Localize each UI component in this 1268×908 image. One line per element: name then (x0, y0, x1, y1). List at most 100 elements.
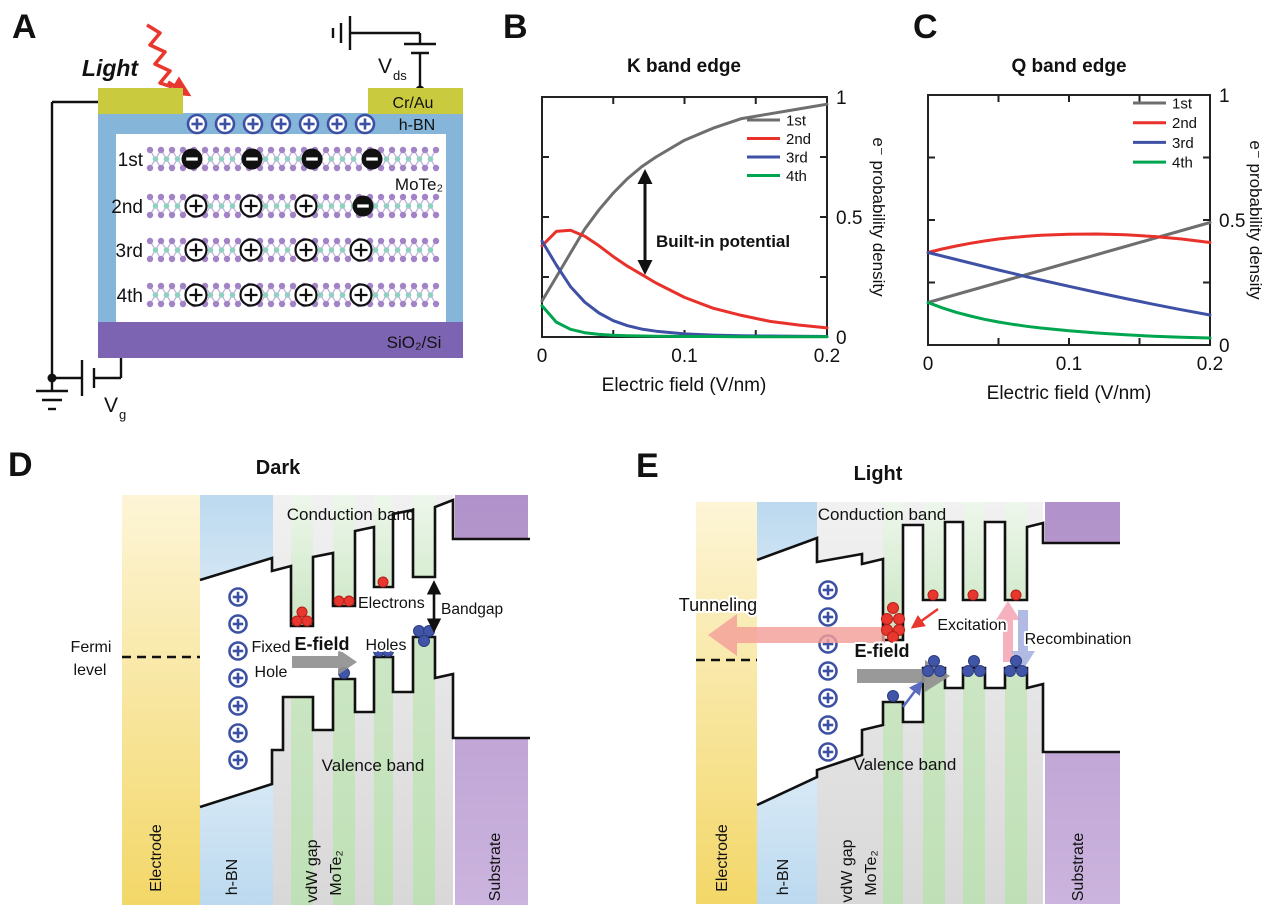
substrate-axis-label: Substrate (1070, 833, 1087, 902)
excitation-label: Excitation (937, 617, 1006, 634)
electrode-band (122, 495, 200, 905)
panel-letter-d: D (8, 446, 33, 484)
vg-sub: g (119, 407, 126, 422)
layer-label-2: 2nd (111, 197, 143, 218)
mote2-axis-label: MoTe₂ (863, 850, 880, 895)
x-tick-label: 0.1 (1056, 354, 1082, 375)
photon-arrow-icon (146, 23, 192, 97)
conduction-band-line (756, 520, 1120, 642)
mote2-label: MoTe₂ (395, 175, 443, 194)
light-label: Light (82, 55, 140, 81)
y-tick-label: 0 (1219, 336, 1230, 357)
legend-label: 3rd (786, 150, 808, 167)
tunneling-arrow-icon (708, 614, 885, 656)
y-tick-label: 1 (836, 88, 847, 109)
light-title: Light (854, 463, 903, 485)
electrode-left (98, 88, 183, 114)
vdw-axis-label: vdW gap (304, 839, 321, 902)
panel-letter-c: C (913, 8, 938, 46)
x-tick-label: 0.1 (671, 346, 697, 367)
x-tick-label: 0 (537, 346, 548, 367)
vdw-axis-label: vdW gap (839, 839, 856, 902)
legend-label: 1st (786, 113, 807, 130)
fixed-hole-column (228, 587, 248, 770)
sio2-layer (98, 322, 463, 358)
legend-label: 4th (1172, 155, 1193, 172)
chart-c-ylabel: e⁻ probability density (1246, 140, 1265, 300)
hbn-label: h-BN (399, 117, 435, 134)
y-tick-label: 0.5 (836, 208, 862, 229)
panel-letter-b: B (503, 8, 528, 46)
mote2-stripe (963, 502, 985, 904)
bandgap-label: Bandgap (441, 601, 503, 618)
legend-label: 3rd (1172, 135, 1194, 152)
electrons-label: Electrons (358, 595, 425, 612)
chart-c-xlabel: Electric field (V/nm) (987, 383, 1152, 404)
panel-e-diagram: E Light Tunneling Conduction band Valenc… (636, 447, 1133, 904)
panel-c-chart: C Q band edge Electric field (V/nm) e⁻ p… (913, 8, 1265, 404)
efield-label: E-field (294, 634, 349, 654)
panel-d-diagram: D Dark Conduction band Valence band Ferm… (8, 446, 530, 905)
dark-title: Dark (256, 457, 301, 479)
electrode-right (368, 88, 463, 114)
vg-label: V (104, 394, 118, 417)
electrode-axis-label: Electrode (714, 824, 731, 892)
series-line-3rd (926, 251, 1212, 317)
x-tick-label: 0 (923, 354, 934, 375)
hbn-axis-label: h-BN (775, 859, 792, 895)
holes-label: Holes (366, 637, 407, 654)
mote2-stripe (413, 495, 435, 905)
fixed-hole-label-1: Fixed (251, 639, 290, 656)
legend-label: 4th (786, 168, 807, 185)
efield-label: E-field (854, 641, 909, 661)
builtin-potential-annotation: Built-in potential (637, 169, 790, 275)
fermi-label-1: Fermi (71, 639, 112, 656)
layer-label-4: 4th (117, 286, 143, 307)
efield-arrow-icon (292, 649, 357, 675)
recombination-arrow-icon (1011, 610, 1035, 670)
crau-label: Cr/Au (393, 95, 434, 112)
substrate-axis-label: Substrate (487, 833, 504, 902)
electrode-axis-label: Electrode (148, 824, 165, 892)
mote2-stripe (291, 495, 313, 905)
panel-letter-a: A (12, 8, 37, 46)
y-tick-label: 0.5 (1219, 211, 1245, 232)
conduction-band-label: Conduction band (818, 505, 947, 524)
valence-band-label: Valence band (322, 756, 425, 775)
mote2-axis-label: MoTe₂ (328, 850, 345, 895)
fermi-label-2: level (74, 662, 107, 679)
mote2-stripe (1005, 502, 1027, 904)
hole-dots (887, 655, 1028, 702)
series-line-2nd (926, 232, 1212, 254)
electrode-band (696, 502, 757, 904)
chart-b-xlabel: Electric field (V/nm) (602, 375, 767, 396)
mote2-stripe (333, 495, 355, 905)
excitation-pointer-icon (910, 607, 939, 629)
electron-dots (291, 576, 389, 627)
panel-letter-e: E (636, 447, 659, 485)
chart-b-ylabel: e⁻ probability density (869, 137, 888, 297)
sio2-label: SiO₂/Si (387, 333, 442, 352)
charge-symbols (181, 113, 383, 307)
hole-transfer-pointer-icon (902, 680, 923, 708)
x-tick-label: 0.2 (814, 346, 840, 367)
hbn-axis-label: h-BN (224, 859, 241, 895)
series-line-1st (926, 221, 1212, 304)
vds-sub: ds (393, 68, 407, 83)
series-line-4th (926, 301, 1212, 340)
valence-band-label: Valence band (854, 755, 957, 774)
conduction-band-line (199, 498, 530, 628)
legend-label: 2nd (1172, 115, 1197, 132)
chart-c-title: Q band edge (1011, 56, 1126, 77)
conduction-band-label: Conduction band (287, 505, 416, 524)
vds-label: V (378, 55, 392, 78)
legend-label: 2nd (786, 131, 811, 148)
y-tick-label: 0 (836, 328, 847, 349)
recombination-label: Recombination (1025, 631, 1132, 648)
builtin-potential-label: Built-in potential (656, 232, 790, 251)
y-tick-label: 1 (1219, 86, 1230, 107)
layer-label-3: 3rd (116, 241, 143, 262)
electron-dots (881, 589, 1022, 643)
